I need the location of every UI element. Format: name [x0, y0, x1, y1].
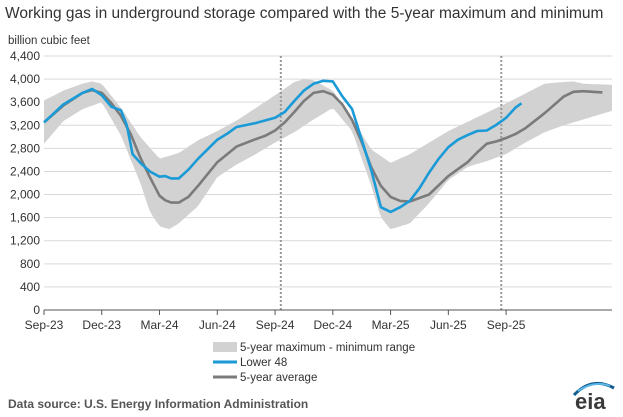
y-tick-label: 2,000 — [10, 188, 40, 202]
x-tick-label: Mar-25 — [372, 318, 410, 332]
x-tick-label: Sep-23 — [25, 318, 64, 332]
x-tick-label: Sep-25 — [487, 318, 526, 332]
eia-logo: eia — [568, 378, 620, 417]
y-tick-label: 4,000 — [10, 72, 40, 86]
y-tick-label: 3,200 — [10, 118, 40, 132]
y-axis-label: billion cubic feet — [8, 35, 91, 47]
y-tick-label: 4,400 — [10, 49, 40, 63]
x-tick-label: Mar-24 — [141, 318, 179, 332]
y-tick-label: 1,200 — [10, 234, 40, 248]
y-tick-label: 800 — [20, 257, 40, 271]
legend-range-label: 5-year maximum - minimum range — [240, 342, 415, 354]
logo-wordmark: eia — [575, 389, 606, 412]
legend-range-swatch — [213, 342, 237, 352]
chart-title: Working gas in underground storage compa… — [5, 5, 604, 22]
x-tick-label: Jun-24 — [199, 318, 236, 332]
x-tick-label: Sep-24 — [256, 318, 295, 332]
y-tick-label: 1,600 — [10, 211, 40, 225]
x-tick-label: Jun-25 — [430, 318, 467, 332]
legend-average-label: 5-year average — [240, 372, 317, 384]
legend-lower48-label: Lower 48 — [240, 357, 287, 369]
data-source-note: Data source: U.S. Energy Information Adm… — [8, 397, 309, 411]
x-tick-label: Dec-23 — [82, 318, 121, 332]
y-tick-label: 3,600 — [10, 95, 40, 109]
y-tick-label: 2,800 — [10, 141, 40, 155]
five-year-average-line — [43, 88, 603, 204]
y-tick-label: 0 — [33, 303, 40, 317]
range-band — [44, 79, 612, 230]
logo-arc-light — [577, 382, 611, 392]
lower-48-line — [43, 79, 523, 214]
y-tick-label: 2,400 — [10, 164, 40, 178]
y-tick-label: 400 — [20, 280, 40, 294]
x-tick-label: Dec-24 — [313, 318, 352, 332]
